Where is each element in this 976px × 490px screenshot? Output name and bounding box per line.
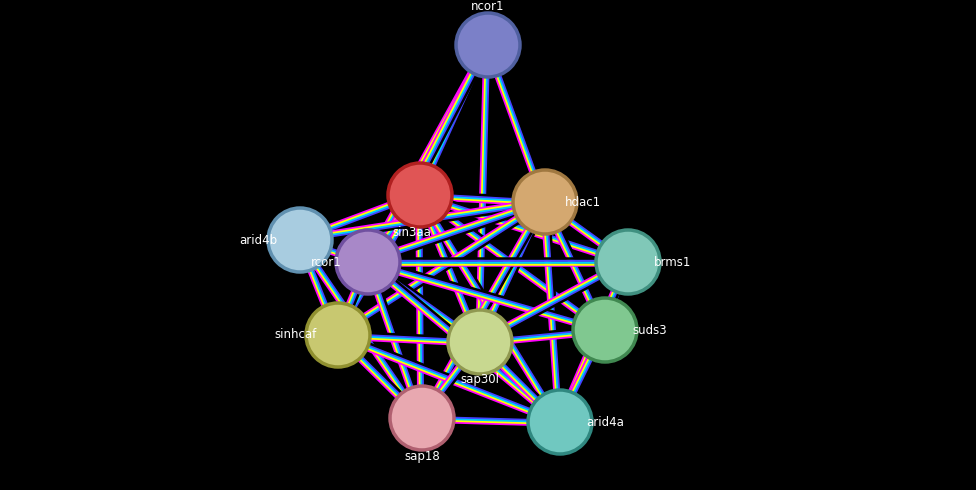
Text: suds3: suds3 bbox=[632, 323, 668, 337]
Circle shape bbox=[596, 230, 660, 294]
Text: sin3aa: sin3aa bbox=[392, 226, 431, 240]
Text: brms1: brms1 bbox=[654, 255, 692, 269]
Circle shape bbox=[448, 310, 512, 374]
Text: ncor1: ncor1 bbox=[471, 0, 505, 14]
Text: sap30l: sap30l bbox=[461, 373, 500, 387]
Circle shape bbox=[306, 303, 370, 367]
Text: arid4a: arid4a bbox=[586, 416, 624, 428]
Circle shape bbox=[336, 230, 400, 294]
Circle shape bbox=[513, 170, 577, 234]
Circle shape bbox=[390, 386, 454, 450]
Circle shape bbox=[456, 13, 520, 77]
Circle shape bbox=[573, 298, 637, 362]
Text: arid4b: arid4b bbox=[239, 234, 277, 246]
Text: sinhcaf: sinhcaf bbox=[275, 328, 317, 342]
Text: hdac1: hdac1 bbox=[565, 196, 601, 209]
Circle shape bbox=[388, 163, 452, 227]
Text: rcor1: rcor1 bbox=[310, 255, 342, 269]
Circle shape bbox=[268, 208, 332, 272]
Circle shape bbox=[528, 390, 592, 454]
Text: sap18: sap18 bbox=[404, 449, 440, 463]
